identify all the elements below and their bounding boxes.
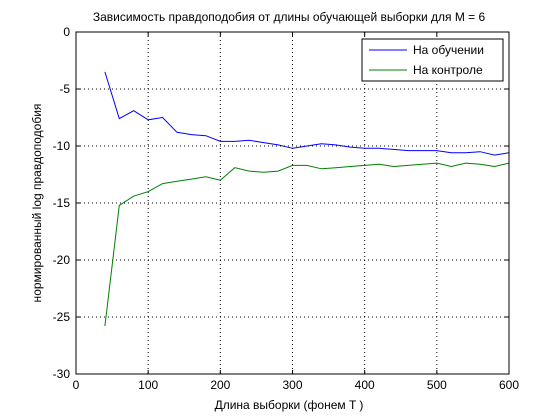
legend-label-control: На контроле: [413, 63, 483, 77]
legend-label-training: На обучении: [413, 43, 484, 57]
series-line-training: [104, 71, 510, 156]
grid-layer: [76, 32, 509, 374]
x-tick-label: 100: [138, 378, 158, 392]
y-tick-label: -25: [53, 310, 71, 324]
x-tick-label: 300: [282, 378, 302, 392]
x-tick-label: 500: [427, 378, 447, 392]
x-tick-label: 0: [73, 378, 80, 392]
x-tick-label: 400: [355, 378, 375, 392]
legend: На обучении На контроле: [361, 38, 504, 82]
x-axis-label: Длина выборки (фонем T ): [215, 398, 364, 412]
legend-box: [361, 38, 504, 82]
y-tick-label: -10: [53, 139, 71, 153]
y-tick-label: 0: [63, 25, 70, 39]
series-layer: [104, 71, 510, 327]
y-tick-label: -5: [59, 82, 70, 96]
series-line-control: [104, 162, 510, 327]
y-tick-label: -30: [53, 367, 71, 381]
chart-title: Зависимость правдоподобия от длины обуча…: [93, 10, 486, 24]
y-tick-label: -20: [53, 253, 71, 267]
tick-layer: 0 100 200 300 400 500 600 0 -5 -10 -15 -20 -25 -30: [53, 25, 520, 392]
x-tick-label: 200: [210, 378, 230, 392]
x-tick-label: 600: [499, 378, 519, 392]
y-tick-label: -15: [53, 196, 71, 210]
y-axis-label: нормированный log правдоподобия: [30, 104, 44, 303]
